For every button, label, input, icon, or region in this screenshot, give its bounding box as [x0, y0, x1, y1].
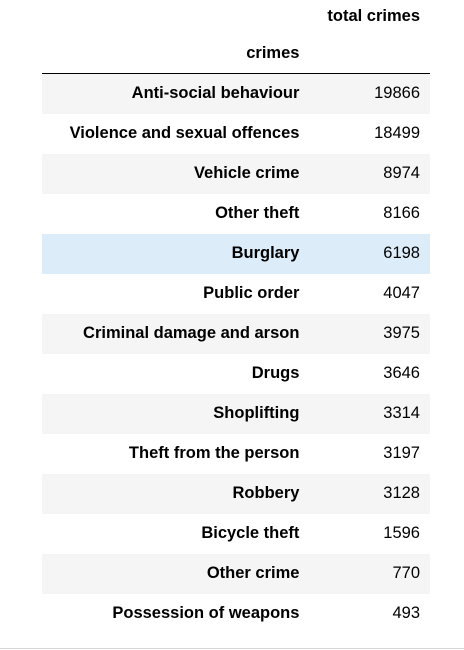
row-label: Theft from the person	[128, 444, 300, 462]
row-value: 8166	[383, 204, 420, 222]
row-value: 8974	[383, 164, 420, 182]
index-header-row: crimes	[42, 33, 430, 74]
row-value: 3197	[383, 444, 420, 462]
table-body: Anti-social behaviour 19866 Violence and…	[42, 73, 430, 634]
table-row: Possession of weapons 493	[42, 593, 430, 634]
output-divider	[0, 648, 464, 649]
table-row: Public order 4047	[42, 273, 430, 314]
table-row: Robbery 3128	[42, 473, 430, 514]
row-label: Other theft	[215, 204, 300, 222]
row-label: Bicycle theft	[201, 524, 300, 542]
row-label: Possession of weapons	[112, 604, 300, 622]
table-row: Criminal damage and arson 3975	[42, 313, 430, 354]
row-value: 493	[392, 604, 420, 622]
table-row: Other crime 770	[42, 553, 430, 594]
column-header-row: total crimes	[42, 0, 430, 33]
row-label: Criminal damage and arson	[83, 324, 300, 342]
row-value: 19866	[374, 84, 420, 103]
table-row: Theft from the person 3197	[42, 433, 430, 474]
row-value: 3128	[383, 484, 420, 502]
table-row: Other theft 8166	[42, 193, 430, 234]
header-spacer	[42, 0, 309, 33]
table-row: Vehicle crime 8974	[42, 153, 430, 194]
row-value: 3975	[383, 324, 420, 342]
table-row: Bicycle theft 1596	[42, 513, 430, 554]
row-label: Violence and sexual offences	[69, 124, 300, 142]
table-row: Violence and sexual offences 18499	[42, 113, 430, 154]
table-row: Shoplifting 3314	[42, 393, 430, 434]
index-header-spacer	[309, 33, 430, 74]
row-value: 3314	[383, 404, 420, 422]
column-header-total-crimes: total crimes	[327, 7, 420, 25]
table-row: Anti-social behaviour 19866	[42, 73, 430, 114]
row-label: Other crime	[206, 564, 300, 582]
crimes-table: total crimes crimes Anti-social behaviou…	[42, 0, 430, 634]
row-value: 770	[392, 564, 420, 582]
row-label: Robbery	[232, 484, 300, 502]
row-label: Burglary	[231, 244, 300, 262]
row-value: 4047	[383, 284, 420, 302]
table-header: total crimes crimes	[42, 0, 430, 74]
row-value: 6198	[383, 244, 420, 262]
table-row: Drugs 3646	[42, 353, 430, 394]
row-label: Drugs	[251, 364, 300, 382]
row-value: 18499	[374, 124, 420, 142]
row-value: 1596	[383, 524, 420, 542]
index-header-crimes: crimes	[42, 33, 310, 74]
row-label: Public order	[203, 284, 300, 302]
row-label: Anti-social behaviour	[131, 84, 300, 103]
row-label: Shoplifting	[213, 404, 300, 422]
row-label: Vehicle crime	[193, 164, 300, 182]
row-value: 3646	[383, 364, 420, 382]
table-row-highlighted: Burglary 6198	[42, 233, 430, 274]
